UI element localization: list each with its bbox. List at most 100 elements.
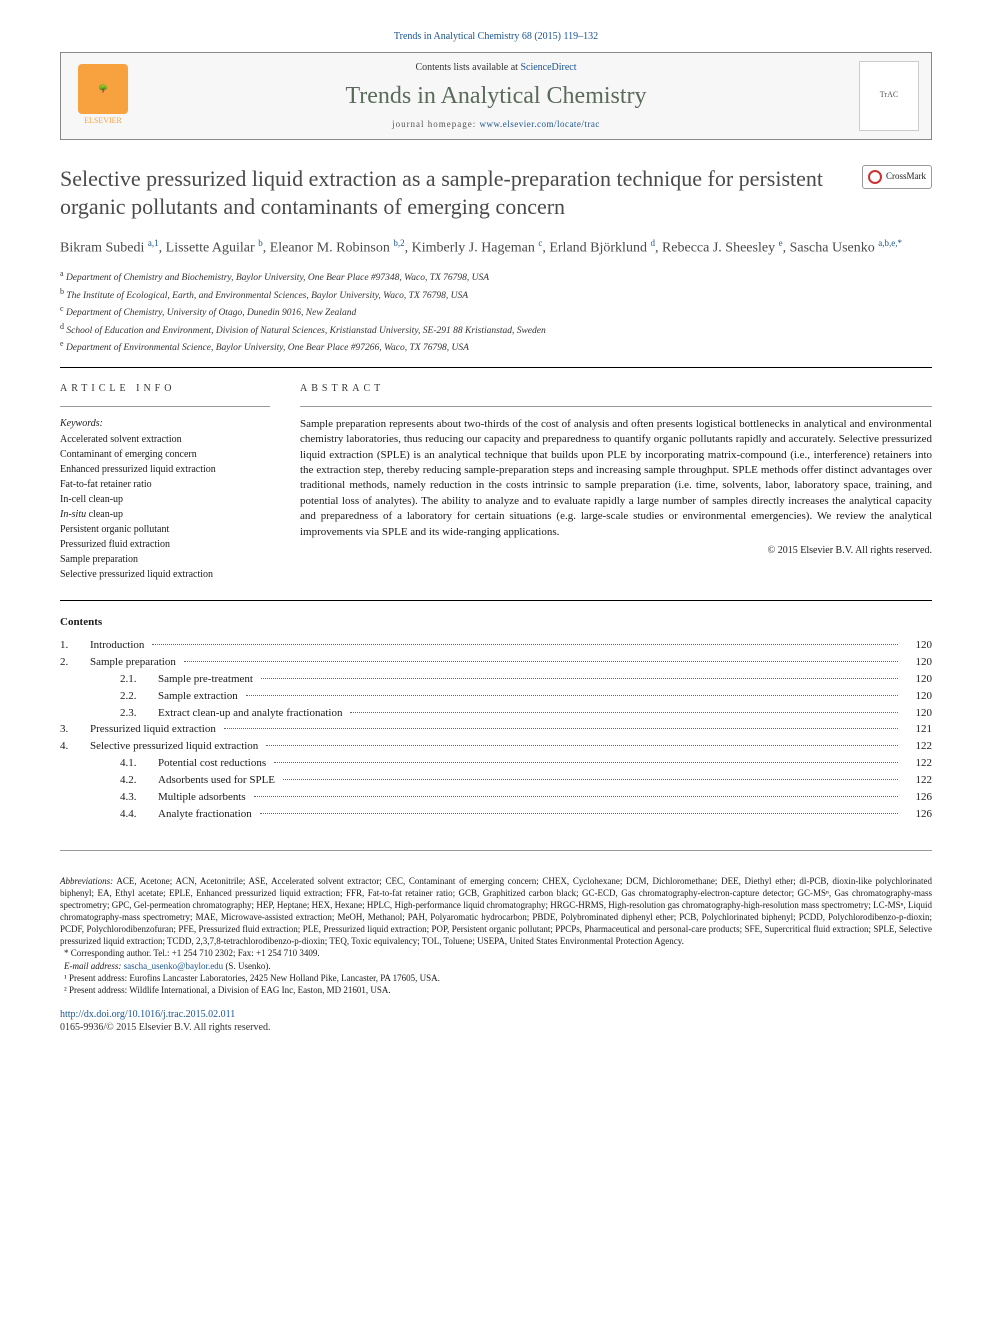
divider bbox=[60, 367, 932, 368]
divider bbox=[300, 406, 932, 407]
abstract-text: Sample preparation represents about two-… bbox=[300, 417, 932, 540]
present-address-2: ² Present address: Wildlife Internationa… bbox=[60, 984, 932, 996]
affiliation-line: e Department of Environmental Science, B… bbox=[60, 338, 932, 355]
keyword-item: Contaminant of emerging concern bbox=[60, 447, 270, 462]
keyword-item: Selective pressurized liquid extraction bbox=[60, 567, 270, 582]
toc-subitem: 2.3.Extract clean-up and analyte fractio… bbox=[60, 706, 932, 721]
sciencedirect-link[interactable]: ScienceDirect bbox=[520, 62, 576, 73]
crossmark-icon bbox=[868, 170, 882, 184]
divider bbox=[60, 406, 270, 407]
corresponding-author: * Corresponding author. Tel.: +1 254 710… bbox=[60, 947, 932, 959]
doi-link[interactable]: http://dx.doi.org/10.1016/j.trac.2015.02… bbox=[60, 1008, 932, 1022]
keyword-item: Pressurized fluid extraction bbox=[60, 537, 270, 552]
toc-number: 2. bbox=[60, 655, 90, 670]
publisher-logo-block: 🌳 ELSEVIER bbox=[73, 61, 133, 131]
toc-leader bbox=[246, 695, 898, 696]
contents-prefix: Contents lists available at bbox=[415, 62, 520, 73]
toc-subnumber: 4.2. bbox=[90, 773, 158, 788]
toc-label: Extract clean-up and analyte fractionati… bbox=[158, 706, 346, 721]
toc-page: 120 bbox=[902, 689, 932, 704]
affiliations-block: a Department of Chemistry and Biochemist… bbox=[60, 268, 932, 355]
toc-page: 121 bbox=[902, 722, 932, 737]
toc-item: 4.Selective pressurized liquid extractio… bbox=[60, 739, 932, 754]
toc-leader bbox=[350, 712, 898, 713]
toc-subnumber: 2.2. bbox=[90, 689, 158, 704]
contents-heading: Contents bbox=[60, 615, 932, 630]
toc-number: 1. bbox=[60, 638, 90, 653]
journal-name: Trends in Analytical Chemistry bbox=[133, 80, 859, 112]
toc-label: Adsorbents used for SPLE bbox=[158, 773, 279, 788]
toc-page: 122 bbox=[902, 756, 932, 771]
toc-page: 120 bbox=[902, 638, 932, 653]
keyword-item: Fat-to-fat retainer ratio bbox=[60, 477, 270, 492]
toc-subitem: 4.2.Adsorbents used for SPLE 122 bbox=[60, 773, 932, 788]
copyright-line: © 2015 Elsevier B.V. All rights reserved… bbox=[300, 544, 932, 558]
toc-leader bbox=[260, 813, 898, 814]
toc-subitem: 4.4.Analyte fractionation126 bbox=[60, 807, 932, 822]
toc-subnumber: 2.1. bbox=[90, 672, 158, 687]
crossmark-label: CrossMark bbox=[886, 170, 926, 182]
toc-item: 1.Introduction 120 bbox=[60, 638, 932, 653]
affiliation-line: c Department of Chemistry, University of… bbox=[60, 303, 932, 320]
toc-page: 126 bbox=[902, 790, 932, 805]
toc-page: 122 bbox=[902, 773, 932, 788]
contents-available-line: Contents lists available at ScienceDirec… bbox=[133, 61, 859, 75]
toc-subnumber: 2.3. bbox=[90, 706, 158, 721]
elsevier-tree-icon: 🌳 bbox=[78, 64, 128, 114]
homepage-link[interactable]: www.elsevier.com/locate/trac bbox=[480, 119, 600, 129]
toc-label: Sample preparation bbox=[90, 655, 180, 670]
abbreviations-line: Abbreviations: ACE, Acetone; ACN, Aceton… bbox=[60, 875, 932, 948]
keywords-list: Accelerated solvent extractionContaminan… bbox=[60, 432, 270, 582]
divider bbox=[60, 600, 932, 601]
table-of-contents: 1.Introduction 120 2.Sample preparation 120… bbox=[60, 638, 932, 821]
toc-leader bbox=[224, 728, 898, 729]
toc-label: Selective pressurized liquid extraction bbox=[90, 739, 262, 754]
journal-reference: Trends in Analytical Chemistry 68 (2015)… bbox=[60, 30, 932, 44]
toc-page: 120 bbox=[902, 706, 932, 721]
crossmark-badge[interactable]: CrossMark bbox=[862, 165, 932, 189]
keyword-item: In-situ clean-up bbox=[60, 507, 270, 522]
toc-leader bbox=[184, 661, 898, 662]
toc-number: 4. bbox=[60, 739, 90, 754]
abstract-heading: ABSTRACT bbox=[300, 382, 932, 396]
homepage-prefix: journal homepage: bbox=[392, 119, 479, 129]
toc-leader bbox=[283, 779, 898, 780]
toc-item: 2.Sample preparation 120 bbox=[60, 655, 932, 670]
keyword-item: Sample preparation bbox=[60, 552, 270, 567]
journal-header: 🌳 ELSEVIER Contents lists available at S… bbox=[60, 52, 932, 140]
toc-subitem: 2.1.Sample pre-treatment 120 bbox=[60, 672, 932, 687]
keyword-item: Enhanced pressurized liquid extraction bbox=[60, 462, 270, 477]
footnotes-block: Abbreviations: ACE, Acetone; ACN, Aceton… bbox=[60, 875, 932, 996]
article-info-column: ARTICLE INFO Keywords: Accelerated solve… bbox=[60, 382, 270, 582]
toc-label: Introduction bbox=[90, 638, 148, 653]
toc-label: Pressurized liquid extraction bbox=[90, 722, 220, 737]
present-address-1: ¹ Present address: Eurofins Lancaster La… bbox=[60, 972, 932, 984]
homepage-line: journal homepage: www.elsevier.com/locat… bbox=[133, 118, 859, 130]
toc-label: Sample pre-treatment bbox=[158, 672, 257, 687]
email-line: E-mail address: sascha_usenko@baylor.edu… bbox=[60, 960, 932, 972]
email-link[interactable]: sascha_usenko@baylor.edu bbox=[124, 961, 224, 971]
keyword-item: In-cell clean-up bbox=[60, 492, 270, 507]
divider bbox=[60, 850, 932, 851]
article-info-heading: ARTICLE INFO bbox=[60, 382, 270, 396]
toc-subitem: 2.2.Sample extraction 120 bbox=[60, 689, 932, 704]
toc-page: 120 bbox=[902, 655, 932, 670]
toc-leader bbox=[274, 762, 898, 763]
toc-subnumber: 4.1. bbox=[90, 756, 158, 771]
email-suffix: (S. Usenko). bbox=[225, 961, 270, 971]
abbreviations-text: ACE, Acetone; ACN, Acetonitrile; ASE, Ac… bbox=[60, 876, 932, 947]
publisher-name: ELSEVIER bbox=[84, 116, 122, 127]
email-label: E-mail address: bbox=[64, 961, 121, 971]
toc-page: 120 bbox=[902, 672, 932, 687]
toc-page: 126 bbox=[902, 807, 932, 822]
toc-subitem: 4.3.Multiple adsorbents126 bbox=[60, 790, 932, 805]
toc-leader bbox=[261, 678, 898, 679]
toc-label: Analyte fractionation bbox=[158, 807, 256, 822]
toc-item: 3.Pressurized liquid extraction 121 bbox=[60, 722, 932, 737]
affiliation-line: d School of Education and Environment, D… bbox=[60, 321, 932, 338]
toc-number: 3. bbox=[60, 722, 90, 737]
toc-label: Sample extraction bbox=[158, 689, 242, 704]
abstract-column: ABSTRACT Sample preparation represents a… bbox=[300, 382, 932, 582]
journal-cover-thumb: TrAC bbox=[859, 61, 919, 131]
toc-leader bbox=[254, 796, 898, 797]
